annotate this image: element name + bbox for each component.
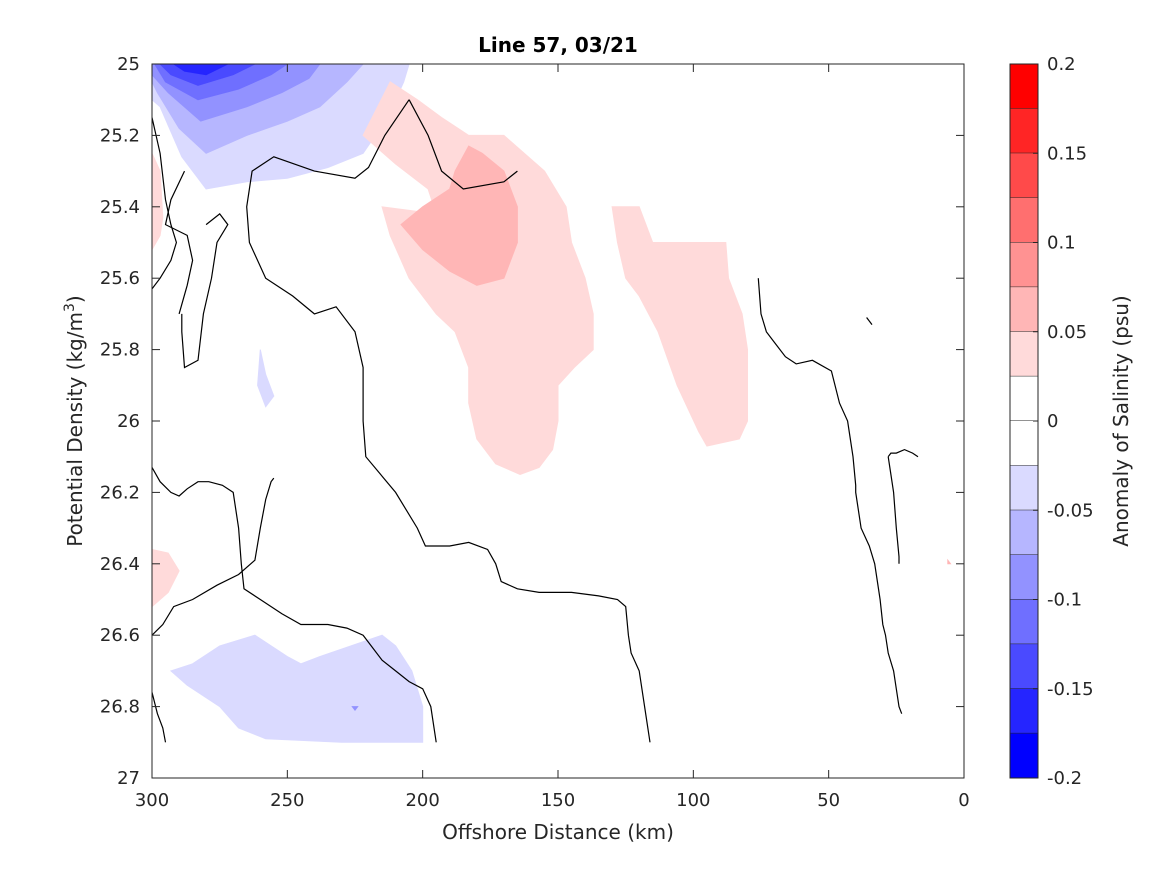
colorbar-band: [1010, 554, 1038, 600]
colorbar-tick-label: 0.15: [1047, 143, 1087, 164]
y-tick-label: 26.6: [100, 625, 140, 646]
region-blue-bottom: [169, 634, 424, 743]
contour-line-8: [152, 692, 167, 743]
colorbar-band: [1010, 510, 1038, 555]
colorbar-band: [1010, 465, 1038, 511]
colorbar-band: [1010, 197, 1038, 243]
contour-line-5: [246, 99, 651, 743]
y-tick-label: 27: [117, 768, 140, 789]
y-axis-label-close: ): [63, 295, 87, 303]
colorbar-tick-label: -0.2: [1047, 768, 1082, 789]
colorbar-band: [1010, 287, 1038, 332]
y-axis-label: Potential Density (kg/m3): [62, 295, 87, 546]
x-tick-label: 50: [817, 790, 840, 811]
x-tick-label: 300: [135, 790, 169, 811]
y-tick-label: 25.8: [100, 340, 140, 361]
contour-line-12: [887, 456, 900, 564]
contour-line-10: [866, 317, 873, 325]
y-axis-ticks: 25 25.2 25.4 25.6 25.8 26 26.2 26.4 26.6 26.8 27: [100, 54, 964, 789]
colorbar-band: [1010, 153, 1038, 198]
y-tick-label: 26.4: [100, 554, 140, 575]
colorbar-band: [1010, 376, 1038, 421]
filled-regions: [152, 64, 952, 743]
x-tick-label: 250: [270, 790, 304, 811]
region-pink-left-edge-top: [152, 153, 164, 251]
colorbar-tick-label: -0.05: [1047, 500, 1094, 521]
colorbar-tick-label: 0.1: [1047, 233, 1076, 254]
y-tick-label: 25.4: [100, 197, 140, 218]
colorbar-tick-label: 0.2: [1047, 54, 1076, 75]
contour-line-6: [152, 467, 437, 743]
x-axis-label: Offshore Distance (km): [442, 820, 674, 844]
contour-lines: [152, 99, 919, 743]
colorbar-band: [1010, 644, 1038, 689]
contour-line-11: [887, 448, 919, 458]
region-blue-top-left-6: [172, 64, 229, 76]
region-pink-right: [611, 206, 748, 447]
contour-line-4: [408, 99, 518, 190]
colorbar-band: [1010, 242, 1038, 288]
y-axis-label-superscript: 3: [62, 303, 78, 312]
region-blue-tiny-dot: [351, 706, 359, 712]
colorbar-tick-label: -0.1: [1047, 590, 1082, 611]
contour-line-7: [152, 477, 275, 636]
region-pink-main-dark: [400, 145, 518, 286]
x-tick-label: 0: [958, 790, 969, 811]
x-tick-label: 200: [405, 790, 439, 811]
contour-line-1: [152, 117, 178, 290]
colorbar-tick-label: 0: [1047, 411, 1058, 432]
y-tick-label: 26: [117, 411, 140, 432]
contour-line-3: [181, 213, 229, 369]
y-tick-label: 26.2: [100, 482, 140, 503]
y-tick-label: 25: [117, 54, 140, 75]
colorbar: 0.2 0.15 0.1 0.05 0 -0.05 -0.1 -0.15 -0.2: [1009, 54, 1094, 789]
y-axis-label-main: Potential Density (kg/m: [63, 312, 87, 547]
colorbar-band: [1010, 64, 1038, 109]
region-blue-small-spot: [257, 349, 275, 408]
colorbar-label: Anomaly of Salinity (psu): [1109, 295, 1133, 546]
contour-line-2: [164, 170, 194, 315]
y-tick-label: 25.6: [100, 268, 140, 289]
y-tick-label: 25.2: [100, 125, 140, 146]
colorbar-band: [1010, 421, 1038, 466]
x-tick-label: 100: [676, 790, 710, 811]
x-tick-label: 150: [541, 790, 575, 811]
region-pink-tiny-dot: [947, 558, 952, 565]
colorbar-band: [1010, 108, 1038, 154]
contour-line-9: [757, 278, 903, 714]
x-axis-ticks: 300 250 200 150 100 50 0: [135, 64, 970, 811]
chart-title: Line 57, 03/21: [478, 33, 638, 57]
colorbar-band: [1010, 733, 1038, 778]
colorbar-band: [1010, 599, 1038, 645]
colorbar-tick-label: -0.15: [1047, 679, 1094, 700]
colorbar-tick-label: 0.05: [1047, 322, 1087, 343]
colorbar-band: [1010, 331, 1038, 377]
colorbar-band: [1010, 688, 1038, 734]
y-tick-label: 26.8: [100, 697, 140, 718]
